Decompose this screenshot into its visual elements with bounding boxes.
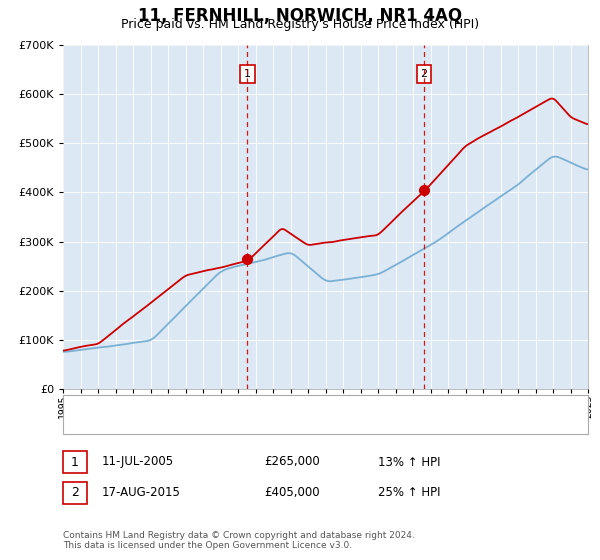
Text: 1: 1 xyxy=(244,69,251,80)
Text: £405,000: £405,000 xyxy=(264,486,320,500)
Text: 11-JUL-2005: 11-JUL-2005 xyxy=(102,455,174,469)
Text: 11, FERNHILL, NORWICH, NR1 4AQ (detached house): 11, FERNHILL, NORWICH, NR1 4AQ (detached… xyxy=(115,401,410,411)
Text: HPI: Average price, detached house, Norwich: HPI: Average price, detached house, Norw… xyxy=(115,418,367,428)
Text: £265,000: £265,000 xyxy=(264,455,320,469)
Text: 1: 1 xyxy=(71,455,79,469)
Text: 13% ↑ HPI: 13% ↑ HPI xyxy=(378,455,440,469)
Text: 11, FERNHILL, NORWICH, NR1 4AQ: 11, FERNHILL, NORWICH, NR1 4AQ xyxy=(138,7,462,25)
Text: 17-AUG-2015: 17-AUG-2015 xyxy=(102,486,181,500)
Text: 25% ↑ HPI: 25% ↑ HPI xyxy=(378,486,440,500)
Text: 2: 2 xyxy=(71,486,79,500)
Text: Contains HM Land Registry data © Crown copyright and database right 2024.
This d: Contains HM Land Registry data © Crown c… xyxy=(63,531,415,550)
Text: Price paid vs. HM Land Registry's House Price Index (HPI): Price paid vs. HM Land Registry's House … xyxy=(121,18,479,31)
Text: 2: 2 xyxy=(421,69,428,80)
